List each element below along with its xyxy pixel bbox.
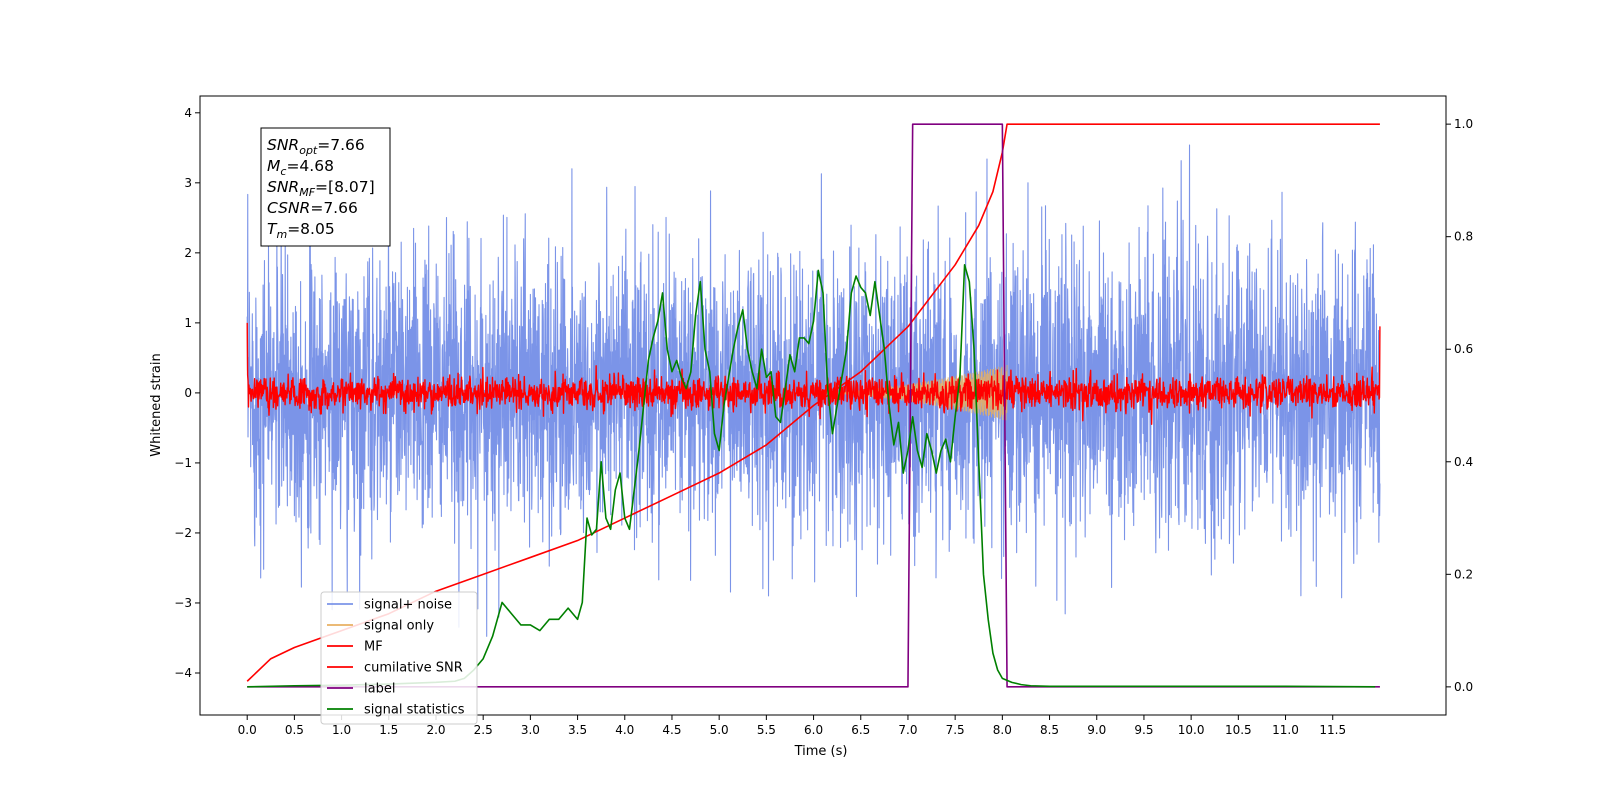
x-tick-label: 4.0: [615, 723, 634, 737]
x-tick-label: 2.5: [474, 723, 493, 737]
x-tick-label: 7.0: [898, 723, 917, 737]
y-tick-label: −2: [174, 526, 192, 540]
x-tick-label: 1.5: [379, 723, 398, 737]
y-tick-label: 2: [184, 246, 192, 260]
y-tick-label: −4: [174, 666, 192, 680]
y-tick-label: 0: [184, 386, 192, 400]
legend: signal+ noise signal only MF cumilative SNR…: [320, 591, 478, 725]
x-tick-label: 11.0: [1272, 723, 1299, 737]
annotation-line: Tm=8.05: [267, 220, 335, 241]
legend-label-signal-only: signal only: [364, 619, 434, 634]
y-axis-right: 0.0 0.2 0.4 0.6 0.8 1.0: [1446, 117, 1473, 694]
x-tick-label: 6.5: [851, 723, 870, 737]
y-tick-label: 4: [184, 106, 192, 120]
x-tick-label: 5.5: [757, 723, 776, 737]
legend-label-signal-statistics: signal statistics: [364, 703, 465, 718]
x-tick-label: 8.5: [1040, 723, 1059, 737]
x-axis: 0.0 0.5 1.0 1.5 2.0 2.5 3.0 3.5 4.0 4.5 5.0 5.5 6.0 6…: [238, 715, 1346, 737]
y2-tick-label: 0.2: [1454, 567, 1473, 581]
x-tick-label: 6.0: [804, 723, 823, 737]
x-tick-label: 8.0: [993, 723, 1012, 737]
plot-frame: [199, 95, 1447, 716]
y2-tick-label: 0.6: [1454, 342, 1473, 356]
annotation-frame: [260, 127, 391, 247]
x-tick-label: 10.5: [1225, 723, 1252, 737]
x-tick-label: 0.5: [285, 723, 304, 737]
y2-tick-label: 0.0: [1454, 680, 1473, 694]
x-axis-label: Time (s): [794, 744, 848, 759]
x-tick-label: 9.0: [1087, 723, 1106, 737]
legend-label-cumilative-snr: cumilative SNR: [364, 661, 463, 676]
annotation-line: Mc=4.68: [267, 157, 334, 178]
x-tick-label: 4.5: [662, 723, 681, 737]
series-signal-statistics-line: [247, 264, 1376, 688]
y-axis-left: −4 −3 −2 −1 0 1 2 3 4: [174, 106, 200, 680]
legend-label-label: label: [364, 682, 395, 697]
x-tick-label: 0.0: [238, 723, 257, 737]
y-tick-label: −1: [174, 456, 192, 470]
y2-tick-label: 1.0: [1454, 117, 1473, 131]
x-tick-label: 2.0: [426, 723, 445, 737]
x-tick-label: 11.5: [1319, 723, 1346, 737]
y-axis-label: Whitened strain: [149, 353, 164, 456]
x-tick-label: 3.5: [568, 723, 587, 737]
x-tick-label: 7.5: [946, 723, 965, 737]
y-tick-label: 3: [184, 176, 192, 190]
series-mf-line: [246, 322, 1381, 425]
legend-label-mf: MF: [364, 640, 383, 655]
annotation-line: CSNR=7.66: [267, 199, 358, 217]
legend-frame: [320, 591, 478, 725]
annotation-line: SNRMF=[8.07]: [267, 178, 375, 199]
y-tick-label: 1: [184, 316, 192, 330]
annotation-line: SNRopt=7.66: [267, 136, 365, 157]
y-tick-label: −3: [174, 596, 192, 610]
x-tick-label: 3.0: [521, 723, 540, 737]
x-tick-label: 9.5: [1134, 723, 1153, 737]
y2-tick-label: 0.4: [1454, 455, 1473, 469]
legend-label-signal-noise: signal+ noise: [364, 598, 452, 613]
x-tick-label: 10.0: [1178, 723, 1205, 737]
x-tick-label: 5.0: [710, 723, 729, 737]
y2-tick-label: 0.8: [1454, 230, 1473, 244]
x-tick-label: 1.0: [332, 723, 351, 737]
